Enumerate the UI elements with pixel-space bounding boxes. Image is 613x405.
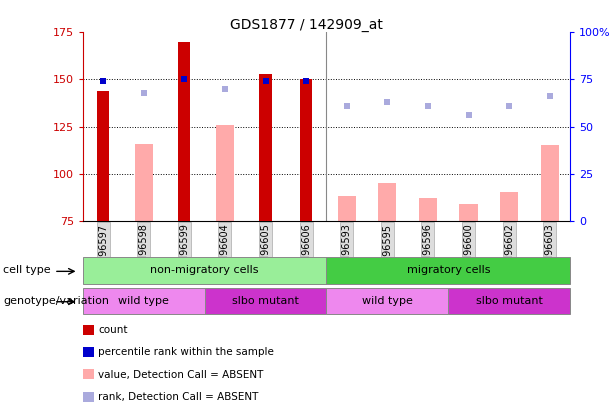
Bar bbox=[327, 257, 570, 284]
Bar bbox=[419, 198, 437, 221]
Text: GDS1877 / 142909_at: GDS1877 / 142909_at bbox=[230, 18, 383, 32]
Bar bbox=[216, 125, 234, 221]
Bar bbox=[97, 91, 109, 221]
Bar bbox=[205, 288, 327, 314]
Bar bbox=[259, 74, 272, 221]
Text: slbo mutant: slbo mutant bbox=[232, 296, 299, 306]
Text: count: count bbox=[98, 325, 128, 335]
Text: value, Detection Call = ABSENT: value, Detection Call = ABSENT bbox=[98, 370, 264, 379]
Bar bbox=[178, 42, 191, 221]
Bar bbox=[83, 257, 327, 284]
Bar bbox=[448, 288, 570, 314]
Text: wild type: wild type bbox=[118, 296, 169, 306]
Bar bbox=[378, 183, 397, 221]
Text: slbo mutant: slbo mutant bbox=[476, 296, 543, 306]
Text: cell type: cell type bbox=[3, 265, 51, 275]
Text: non-migratory cells: non-migratory cells bbox=[150, 265, 259, 275]
Text: wild type: wild type bbox=[362, 296, 413, 306]
Bar bbox=[134, 143, 153, 221]
Bar bbox=[327, 288, 448, 314]
Bar bbox=[459, 204, 478, 221]
Bar bbox=[83, 288, 205, 314]
Text: percentile rank within the sample: percentile rank within the sample bbox=[98, 347, 274, 357]
Bar bbox=[300, 79, 312, 221]
Bar bbox=[541, 145, 559, 221]
Bar bbox=[500, 192, 519, 221]
Text: rank, Detection Call = ABSENT: rank, Detection Call = ABSENT bbox=[98, 392, 259, 402]
Text: migratory cells: migratory cells bbox=[406, 265, 490, 275]
Text: genotype/variation: genotype/variation bbox=[3, 296, 109, 306]
Bar bbox=[338, 196, 356, 221]
